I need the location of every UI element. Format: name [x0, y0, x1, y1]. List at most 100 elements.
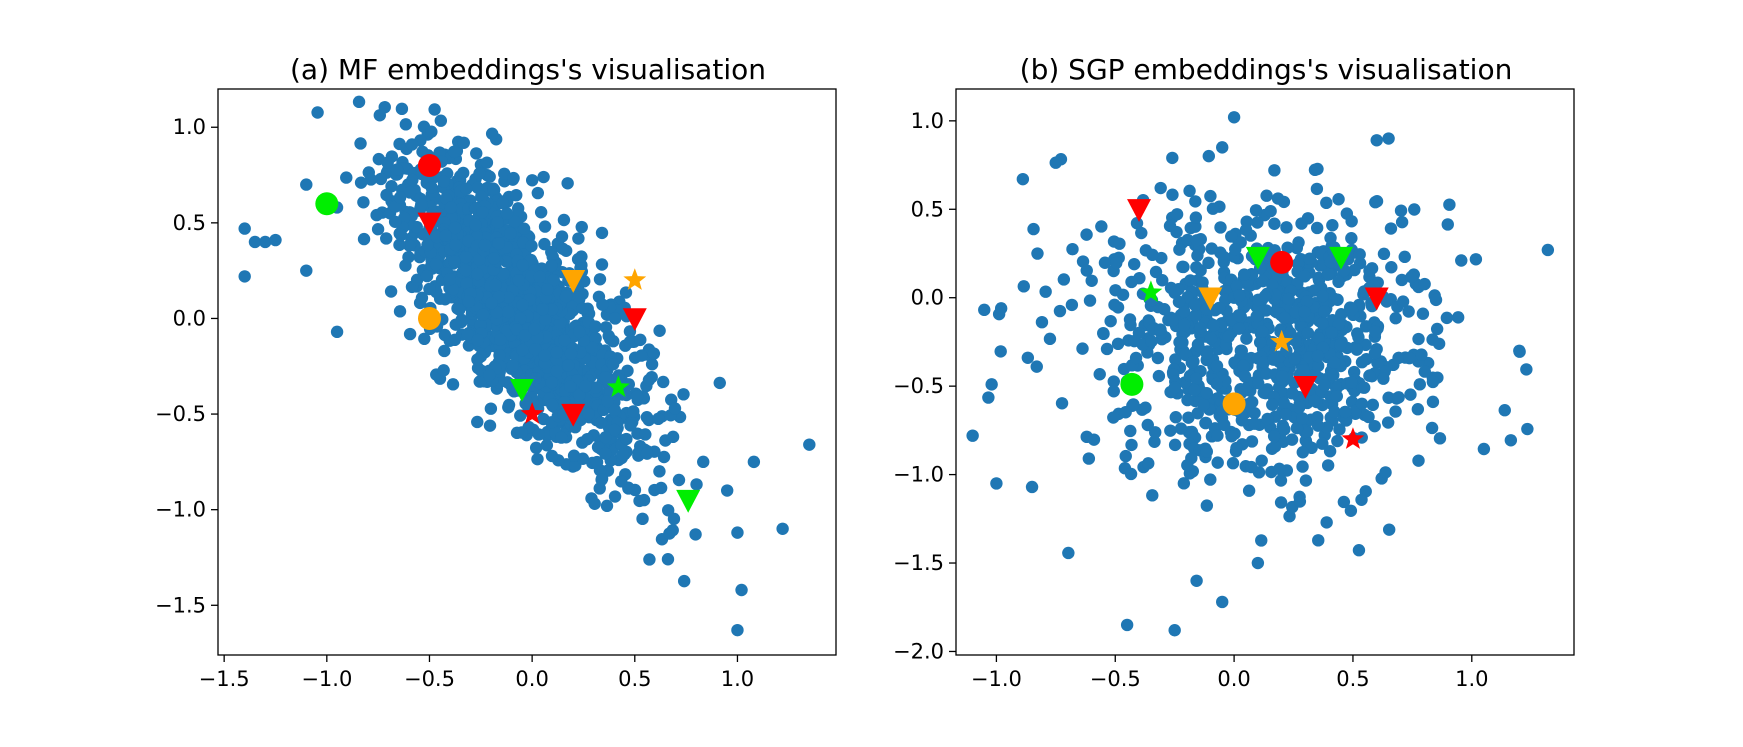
scatter-point	[1405, 270, 1418, 284]
scatter-point	[525, 174, 539, 187]
scatter-point	[1392, 351, 1405, 365]
scatter-point	[1174, 422, 1188, 435]
scatter-point	[1289, 305, 1302, 319]
scatter-point	[354, 176, 368, 189]
scatter-point	[1381, 416, 1395, 429]
scatter-point	[438, 344, 451, 358]
scatter-point	[1396, 295, 1410, 308]
scatter-point	[606, 358, 620, 371]
scatter-point	[357, 232, 371, 246]
scatter-point	[425, 181, 438, 194]
scatter-point	[1266, 398, 1279, 411]
scatter-point	[645, 358, 659, 371]
ticks-sgp: −1.0 −0.5 0.0 0.5 1.0 −2.0 −1.5 −1.0 −0.5 0.0 0.5 1…	[893, 109, 1488, 691]
scatter-point	[1148, 435, 1161, 448]
scatter-point	[1352, 544, 1366, 557]
scatter-point	[1324, 255, 1337, 269]
scatter-point	[1316, 289, 1329, 303]
orange-triangle-marker	[1198, 287, 1223, 311]
scatter-point	[1298, 305, 1311, 318]
scatter-point	[502, 291, 515, 304]
red-star-marker	[1341, 427, 1365, 449]
scatter-point	[1311, 349, 1325, 363]
scatter-point	[1163, 219, 1177, 233]
scatter-point	[1348, 263, 1361, 277]
scatter-point	[593, 273, 607, 286]
scatter-point	[1178, 318, 1191, 332]
scatter-point	[713, 376, 726, 390]
scatter-point	[1335, 308, 1348, 321]
green-circle-marker	[1120, 372, 1144, 396]
scatter-point	[1303, 252, 1316, 265]
scatter-point	[388, 215, 402, 228]
scatter-point	[559, 290, 573, 303]
scatter-point	[1216, 141, 1229, 154]
scatter-point	[1310, 182, 1324, 196]
scatter-point	[1172, 295, 1186, 309]
scatter-point	[418, 332, 431, 346]
scatter-point	[1368, 419, 1381, 433]
scatter-point	[1316, 437, 1329, 450]
scatter-point	[471, 353, 484, 366]
scatter-point	[1125, 275, 1138, 289]
scatter-point	[504, 227, 517, 240]
scatter-point	[1166, 151, 1179, 165]
scatter-point	[1255, 534, 1268, 547]
scatter-point	[635, 349, 648, 362]
scatter-point	[1190, 234, 1204, 247]
scatter-point	[1182, 411, 1195, 424]
scatter-point	[720, 484, 734, 497]
scatter-point	[573, 388, 586, 402]
scatter-point	[599, 431, 612, 444]
scatter-point	[1384, 222, 1398, 235]
scatter-point	[1245, 460, 1258, 474]
scatter-point	[545, 259, 558, 272]
scatter-point	[581, 432, 594, 446]
scatter-point	[652, 412, 665, 426]
scatter-point	[1256, 325, 1269, 338]
axes-frame-mf	[217, 88, 837, 656]
scatter-point	[601, 395, 614, 408]
scatter-point	[595, 258, 609, 271]
scatter-point	[1286, 386, 1299, 400]
scatter-point	[1164, 424, 1177, 437]
scatter-point	[672, 473, 686, 487]
scatter-point	[406, 173, 419, 187]
scatter-point	[1146, 248, 1159, 262]
scatter-point	[473, 167, 486, 180]
green-star-marker	[1139, 280, 1163, 303]
scatter-point	[1282, 292, 1295, 306]
scatter-point	[1108, 298, 1121, 312]
scatter-point	[413, 296, 427, 310]
scatter-point	[1290, 421, 1304, 435]
scatter-point	[393, 305, 407, 318]
scatter-point	[1412, 332, 1425, 346]
scatter-point	[1183, 184, 1196, 198]
red-triangle-marker	[1293, 375, 1318, 399]
scatter-point	[1371, 356, 1384, 369]
scatter-point	[1083, 294, 1097, 307]
scatter-point	[405, 138, 419, 151]
scatter-point	[572, 232, 585, 245]
scatter-point	[531, 452, 544, 466]
scatter-point	[1513, 344, 1526, 357]
scatter-point	[1017, 280, 1030, 293]
scatter-point	[595, 226, 609, 240]
scatter-point	[666, 524, 679, 537]
scatter-point	[1135, 226, 1148, 240]
scatter-point	[1238, 370, 1252, 383]
scatter-point	[653, 324, 666, 337]
scatter-point	[448, 255, 461, 268]
scatter-point	[1274, 496, 1288, 509]
scatter-point	[1252, 376, 1265, 390]
scatter-point	[423, 282, 436, 296]
scatter-point	[1498, 404, 1511, 417]
x-tick-label: −1.0	[301, 667, 352, 691]
scatter-point	[1107, 375, 1120, 388]
scatter-point	[1277, 396, 1290, 410]
scatter-point	[1194, 321, 1207, 335]
scatter-point	[502, 398, 516, 412]
scatter-point	[501, 305, 515, 319]
scatter-point	[1080, 264, 1093, 277]
scatter-point	[1035, 315, 1049, 329]
